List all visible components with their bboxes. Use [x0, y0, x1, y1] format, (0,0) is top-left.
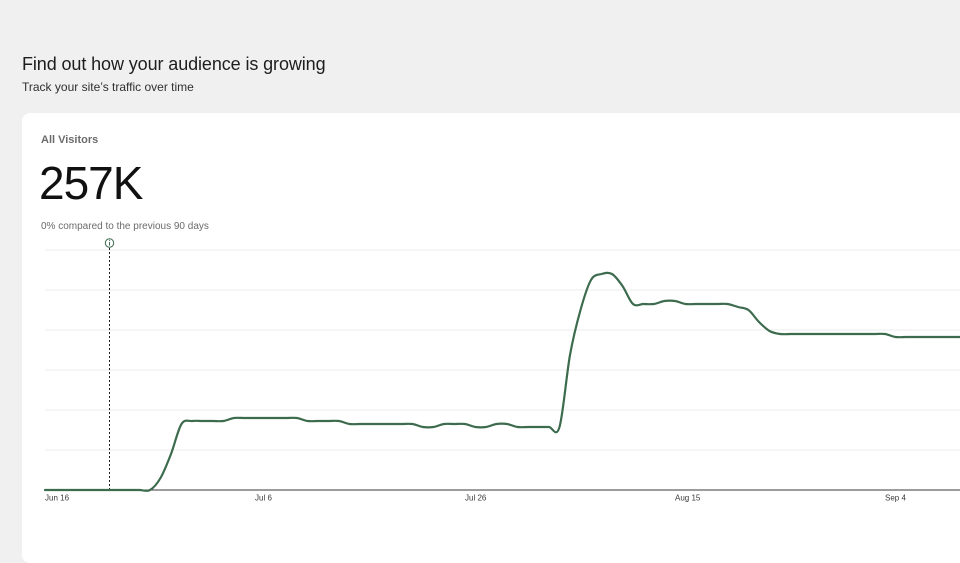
- comparison-text: 0% compared to the previous 90 days: [41, 221, 209, 232]
- visitors-line-chart: Jun 16 Jul 6 Jul 26 Aug 15 Sep 4: [43, 238, 960, 503]
- metric-label: All Visitors: [41, 134, 99, 146]
- visitors-card: All Visitors 257K 0% compared to the pre…: [22, 113, 960, 563]
- x-tick-label: Sep 4: [885, 494, 906, 503]
- x-tick-label: Jul 26: [465, 494, 487, 503]
- x-tick-label: Aug 15: [675, 494, 701, 503]
- info-icon[interactable]: [104, 238, 115, 248]
- x-axis-labels: Jun 16 Jul 6 Jul 26 Aug 15 Sep 4: [45, 494, 906, 503]
- page-header: Find out how your audience is growing Tr…: [22, 54, 326, 94]
- x-tick-label: Jul 6: [255, 494, 272, 503]
- metric-value: 257K: [39, 157, 143, 209]
- series-line: [43, 271, 960, 492]
- chart-gridlines: [45, 249, 960, 451]
- x-tick-label: Jun 16: [45, 494, 70, 503]
- page-title: Find out how your audience is growing: [22, 54, 326, 74]
- page-subtitle: Track your site’s traffic over time: [22, 80, 194, 94]
